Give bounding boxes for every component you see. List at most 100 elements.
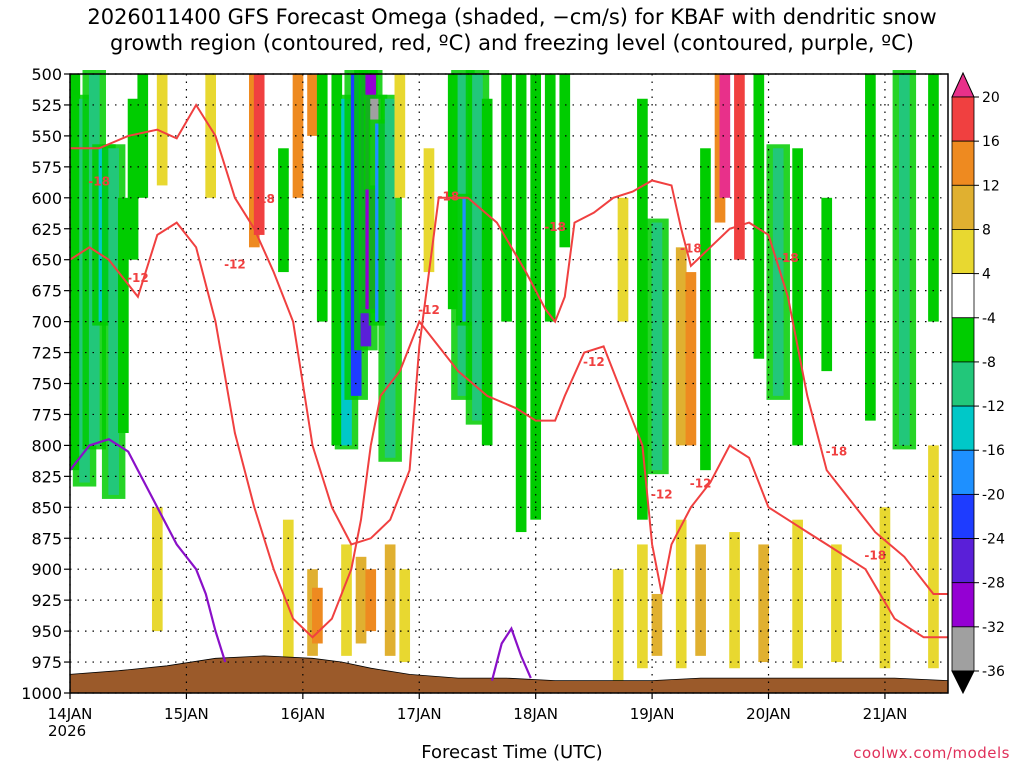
omega-column-positive xyxy=(399,569,411,663)
dgz-label-minus12: -12 xyxy=(651,488,673,502)
x-axis-title: Forecast Time (UTC) xyxy=(421,742,603,763)
omega-column-positive xyxy=(879,507,891,669)
colorbar: 20 16 12 8 4 -4 -8 -12 -16 -20 -24 -28 -32 -36 xyxy=(951,71,1005,695)
x-tick-label: 15JAN xyxy=(164,705,209,723)
dgz-label-minus12: -12 xyxy=(418,303,440,317)
omega-column xyxy=(772,148,784,396)
colorbar-swatch xyxy=(951,317,975,363)
omega-column xyxy=(472,74,483,421)
omega-column xyxy=(481,98,493,446)
y-tick-label: 500 xyxy=(31,65,62,84)
omega-column xyxy=(108,148,119,495)
colorbar-swatch xyxy=(951,229,975,275)
y-tick-label: 975 xyxy=(31,653,62,672)
colorbar-swatch xyxy=(951,538,975,584)
y-tick-label: 950 xyxy=(31,622,62,641)
dgz-label-minus18: -18 xyxy=(864,548,886,562)
omega-column xyxy=(719,74,731,198)
colorbar-label: -32 xyxy=(982,620,1005,636)
omega-column-positive xyxy=(637,544,648,669)
colorbar-label: -20 xyxy=(982,487,1005,503)
dgz-label-minus18: -18 xyxy=(438,189,460,203)
terrain xyxy=(69,655,949,694)
omega-column xyxy=(637,98,648,520)
colorbar-label: -24 xyxy=(982,532,1005,548)
omega-shading xyxy=(69,70,939,681)
omega-column xyxy=(617,197,629,322)
dgz-label-minus12: -12 xyxy=(127,271,149,285)
y-tick-label: 825 xyxy=(31,467,62,486)
colorbar-swatch xyxy=(951,493,975,539)
omega-column xyxy=(821,197,833,372)
credit-link[interactable]: coolwx.com/models xyxy=(853,744,1010,762)
omega-column xyxy=(675,247,687,446)
omega-column xyxy=(156,74,168,186)
dgz-label-minus18: -18 xyxy=(544,220,566,234)
colorbar-label: 8 xyxy=(982,222,991,238)
y-tick-label: 725 xyxy=(31,344,62,363)
dgz-label-minus12: -12 xyxy=(224,257,246,271)
y-tick-label: 675 xyxy=(31,282,62,301)
dgz-minus12-line xyxy=(69,221,948,639)
chart-title-line1: 2026011400 GFS Forecast Omega (shaded, −… xyxy=(87,5,937,29)
omega-column-positive xyxy=(312,587,323,644)
dgz-label-minus18: -18 xyxy=(777,251,799,265)
colorbar-label: 16 xyxy=(982,134,1000,150)
omega-column xyxy=(423,148,435,273)
y-tick-label: 1000 xyxy=(21,684,62,703)
y-tick-label: 625 xyxy=(31,220,62,239)
x-tick-label: 21JAN xyxy=(863,705,908,723)
omega-column-positive xyxy=(758,544,770,663)
year-label: 2026 xyxy=(48,722,87,740)
omega-column-positive xyxy=(384,544,396,656)
chart-title-line2: growth region (contoured, red, ºC) and f… xyxy=(110,31,914,55)
dgz-minus18-line xyxy=(70,103,948,595)
dgz-label-minus18: -18 xyxy=(88,174,110,188)
y-tick-label: 925 xyxy=(31,591,62,610)
omega-column-positive xyxy=(612,569,624,681)
axes: 500 525 550 575 600 625 650 675 700 725 750 775 800 8… xyxy=(21,65,949,723)
omega-column xyxy=(753,74,765,359)
colorbar-swatch xyxy=(951,449,975,495)
colorbar-label: -16 xyxy=(982,443,1005,459)
colorbar-bottom-arrow xyxy=(951,670,975,695)
freezing-level-contours xyxy=(69,437,532,681)
chart-title: 2026011400 GFS Forecast Omega (shaded, −… xyxy=(0,4,1024,56)
omega-column xyxy=(205,74,217,198)
omega-column-positive xyxy=(928,445,939,669)
y-tick-label: 525 xyxy=(31,96,62,115)
y-tick-label: 850 xyxy=(31,498,62,517)
omega-column-positive xyxy=(282,519,294,663)
colorbar-swatch xyxy=(951,273,975,319)
omega-column xyxy=(127,98,139,260)
freezing-level-line xyxy=(69,437,227,663)
omega-column-positive xyxy=(355,556,367,644)
colorbar-label: -4 xyxy=(982,311,996,327)
dgz-label-minus18: -18 xyxy=(253,192,275,206)
omega-column-positive xyxy=(651,593,663,656)
y-tick-label: 650 xyxy=(31,251,62,270)
omega-column xyxy=(501,74,512,322)
colorbar-swatch xyxy=(951,405,975,451)
omega-column xyxy=(292,74,304,198)
omega-column xyxy=(734,74,745,260)
colorbar-label: 4 xyxy=(982,267,991,283)
omega-column xyxy=(137,74,149,198)
dgz-label-minus12: -12 xyxy=(690,476,712,490)
colorbar-label: 20 xyxy=(982,90,1000,106)
y-tick-label: 900 xyxy=(31,560,62,579)
colorbar-top-arrow xyxy=(951,71,975,98)
y-tick-label: 700 xyxy=(31,313,62,332)
x-tick-label: 14JAN xyxy=(48,705,93,723)
omega-column-positive xyxy=(151,507,163,632)
y-tick-label: 600 xyxy=(31,189,62,208)
colorbar-swatch xyxy=(951,361,975,407)
x-tick-label: 20JAN xyxy=(746,705,791,723)
omega-column xyxy=(792,148,803,446)
y-tick-label: 550 xyxy=(31,127,62,146)
y-tick-label: 575 xyxy=(31,158,62,177)
dgz-contours: -18 -18 -18 -18 -18 -18 -18 -18 -12 -12 -12 -12 -12 -… xyxy=(69,103,948,639)
y-tick-label: 750 xyxy=(31,375,62,394)
y-tick-label: 800 xyxy=(31,436,62,455)
